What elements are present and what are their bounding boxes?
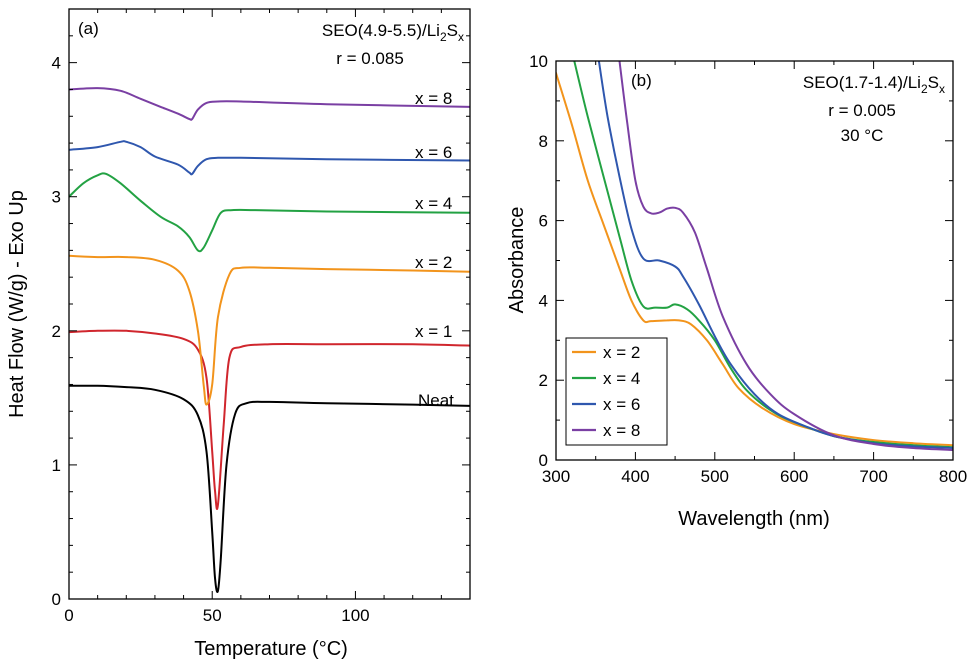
panel-b-y-tick-label: 6 bbox=[539, 212, 548, 231]
panel-b-x-axis-label: Wavelength (nm) bbox=[678, 508, 830, 530]
panel-b-legend-label: x = 8 bbox=[603, 421, 640, 440]
panel-b-ticks: 300 400 500 600 700 800 0 2 4 6 8 10 bbox=[529, 52, 967, 486]
panel-b-legend: x = 2 x = 4 x = 6 x = 8 bbox=[565, 337, 668, 446]
panel-a-label-x2: x = 2 bbox=[415, 253, 452, 272]
panel-a-annotation-ratio: r = 0.085 bbox=[336, 49, 404, 68]
panel-b-legend-box bbox=[565, 337, 668, 446]
panel-a-y-axis-label: Heat Flow (W/g) - Exo Up bbox=[6, 190, 28, 418]
panel-a-dsc: 0 50 100 0 1 2 3 4 (a) SEO(4.9-5.5)/Li2Sx r = 0… bbox=[6, 8, 471, 660]
panel-b-y-tick-label: 8 bbox=[539, 132, 548, 151]
panel-a-series-x-2 bbox=[69, 254, 470, 406]
panel-b-annotation-temperature: 30 °C bbox=[841, 126, 884, 145]
panel-b-x-tick-label: 600 bbox=[780, 467, 808, 486]
panel-b-x-tick-label: 400 bbox=[621, 467, 649, 486]
panel-b-annotation-ratio: r = 0.005 bbox=[828, 101, 896, 120]
panel-a-series-x-1 bbox=[69, 329, 470, 510]
panel-a-y-tick-label: 4 bbox=[52, 54, 61, 73]
panel-b-y-tick-label: 4 bbox=[539, 291, 548, 310]
panel-a-frame bbox=[68, 8, 471, 600]
panel-a-x-axis-label: Temperature (°C) bbox=[194, 638, 348, 660]
panel-a-series-x-8 bbox=[69, 87, 470, 121]
panel-a-label-x6: x = 6 bbox=[415, 143, 452, 162]
panel-b-x-tick-label: 700 bbox=[859, 467, 887, 486]
panel-b-absorbance: 300 400 500 600 700 800 0 2 4 6 8 10 (b) SEO(1.7-1.… bbox=[506, 52, 967, 530]
panel-a-series-neat bbox=[69, 384, 470, 593]
panel-b-y-tick-label: 2 bbox=[539, 371, 548, 390]
panel-a-annotation-material: SEO(4.9-5.5)/Li2Sx bbox=[322, 21, 464, 44]
panel-a-series-x-6 bbox=[69, 140, 470, 176]
panel-b-x-tick-label: 300 bbox=[542, 467, 570, 486]
panel-a-y-tick-label: 3 bbox=[52, 188, 61, 207]
panel-a-series-x-4 bbox=[69, 172, 470, 253]
panel-a-label: (a) bbox=[78, 19, 99, 38]
panel-b-annotation-material: SEO(1.7-1.4)/Li2Sx bbox=[803, 73, 945, 96]
panel-b-legend-label: x = 4 bbox=[603, 369, 640, 388]
panel-b-x-tick-label: 500 bbox=[701, 467, 729, 486]
panel-a-label-x8: x = 8 bbox=[415, 89, 452, 108]
panel-a-label-x4: x = 4 bbox=[415, 194, 452, 213]
panel-b-y-axis-label: Absorbance bbox=[506, 207, 528, 314]
panel-a-x-tick-label: 50 bbox=[203, 606, 222, 625]
panel-b-y-tick-label: 0 bbox=[539, 451, 548, 470]
panel-a-x-tick-label: 0 bbox=[64, 606, 73, 625]
panel-a-y-tick-label: 2 bbox=[52, 322, 61, 341]
panel-a-x-tick-label: 100 bbox=[341, 606, 369, 625]
panel-b-label: (b) bbox=[631, 71, 652, 90]
panel-b-legend-label: x = 2 bbox=[603, 343, 640, 362]
panel-a-label-neat: Neat bbox=[418, 391, 454, 410]
panel-a-y-tick-label: 1 bbox=[52, 456, 61, 475]
panel-b-series-x-8 bbox=[618, 61, 953, 451]
panel-a-plot-area bbox=[69, 87, 470, 593]
panel-b-y-tick-label: 10 bbox=[529, 52, 548, 71]
panel-a-y-tick-label: 0 bbox=[52, 590, 61, 609]
panel-a-label-x1: x = 1 bbox=[415, 322, 452, 341]
panel-b-plot-area bbox=[556, 61, 953, 451]
panel-b-x-tick-label: 800 bbox=[939, 467, 967, 486]
panel-a-ticks: 0 50 100 0 1 2 3 4 bbox=[52, 8, 471, 625]
panel-b-legend-label: x = 6 bbox=[603, 395, 640, 414]
